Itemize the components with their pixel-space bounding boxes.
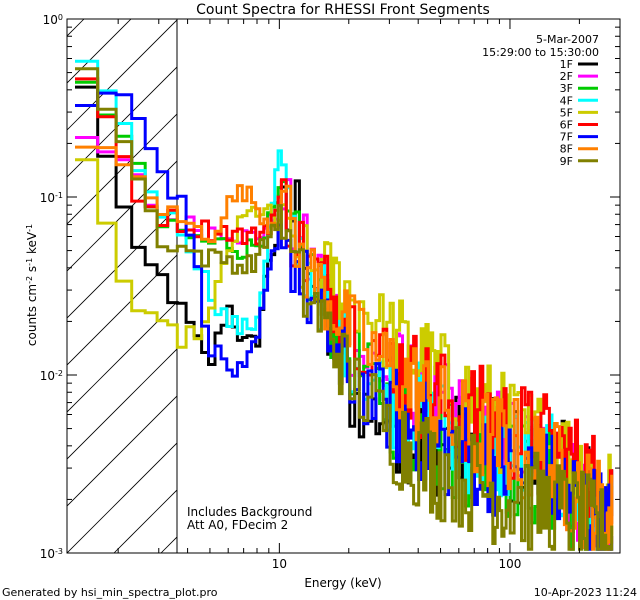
series-line-9f	[75, 67, 614, 551]
legend-label-7f: 7F	[560, 131, 573, 144]
y-axis-label-part: keV	[25, 231, 39, 258]
y-tick-label: 10-1	[40, 191, 63, 206]
series-line-6f	[75, 77, 614, 539]
annotation-attenuator: Att A0, FDecim 2	[187, 518, 288, 532]
y-axis-label-part: -1	[25, 258, 34, 266]
y-axis-label-part: -2	[25, 276, 34, 284]
hatch-line	[67, 254, 177, 366]
y-axis-label: counts cm-2 s-1 keV-1	[25, 224, 40, 346]
legend-label-4f: 4F	[560, 94, 573, 107]
x-tick-label: 100	[499, 557, 522, 571]
date-line-1: 5-Mar-2007	[536, 33, 599, 46]
hatch-line	[67, 19, 132, 84]
hatch-line	[67, 301, 177, 413]
series-group	[75, 59, 614, 551]
hatch-line	[67, 442, 177, 553]
y-axis-label-part: s	[25, 266, 39, 276]
hatch-line	[67, 207, 177, 319]
legend-label-8f: 8F	[560, 143, 573, 156]
x-axis-label: Energy (keV)	[304, 576, 381, 590]
x-tick-label: 10	[272, 557, 287, 571]
hatch-line	[67, 395, 177, 507]
hatch-line	[631, 19, 640, 553]
legend-label-1f: 1F	[560, 58, 573, 71]
chart-title: Count Spectra for RHESSI Front Segments	[196, 2, 490, 18]
hatch-line	[67, 19, 177, 131]
footer-generated-by: Generated by hsi_min_spectra_plot.pro	[2, 586, 218, 599]
footer-timestamp: 10-Apr-2023 11:24	[534, 586, 637, 599]
legend-label-9f: 9F	[560, 155, 573, 168]
legend-label-5f: 5F	[560, 106, 573, 119]
legend-label-6f: 6F	[560, 119, 573, 132]
annotation-background: Includes Background	[187, 505, 312, 519]
hatch-line	[67, 66, 177, 178]
y-tick-label: 10-2	[40, 369, 63, 384]
axis-ticks: 10-3 10-2 10-1 100 10 100	[40, 13, 621, 571]
y-tick-label: 100	[43, 13, 63, 28]
y-axis-label-part: counts cm	[25, 284, 39, 346]
hatch-line	[67, 160, 177, 272]
hatched-region	[67, 19, 640, 553]
date-line-2: 15:29:00 to 15:30:00	[482, 46, 599, 59]
y-axis-label-part: -1	[25, 224, 34, 232]
legend-label-3f: 3F	[560, 82, 573, 95]
hatch-line	[67, 19, 85, 37]
hatch-line	[67, 113, 177, 225]
plot-frame	[66, 18, 621, 554]
legend-label-2f: 2F	[560, 70, 573, 83]
y-tick-label: 10-3	[40, 547, 63, 562]
